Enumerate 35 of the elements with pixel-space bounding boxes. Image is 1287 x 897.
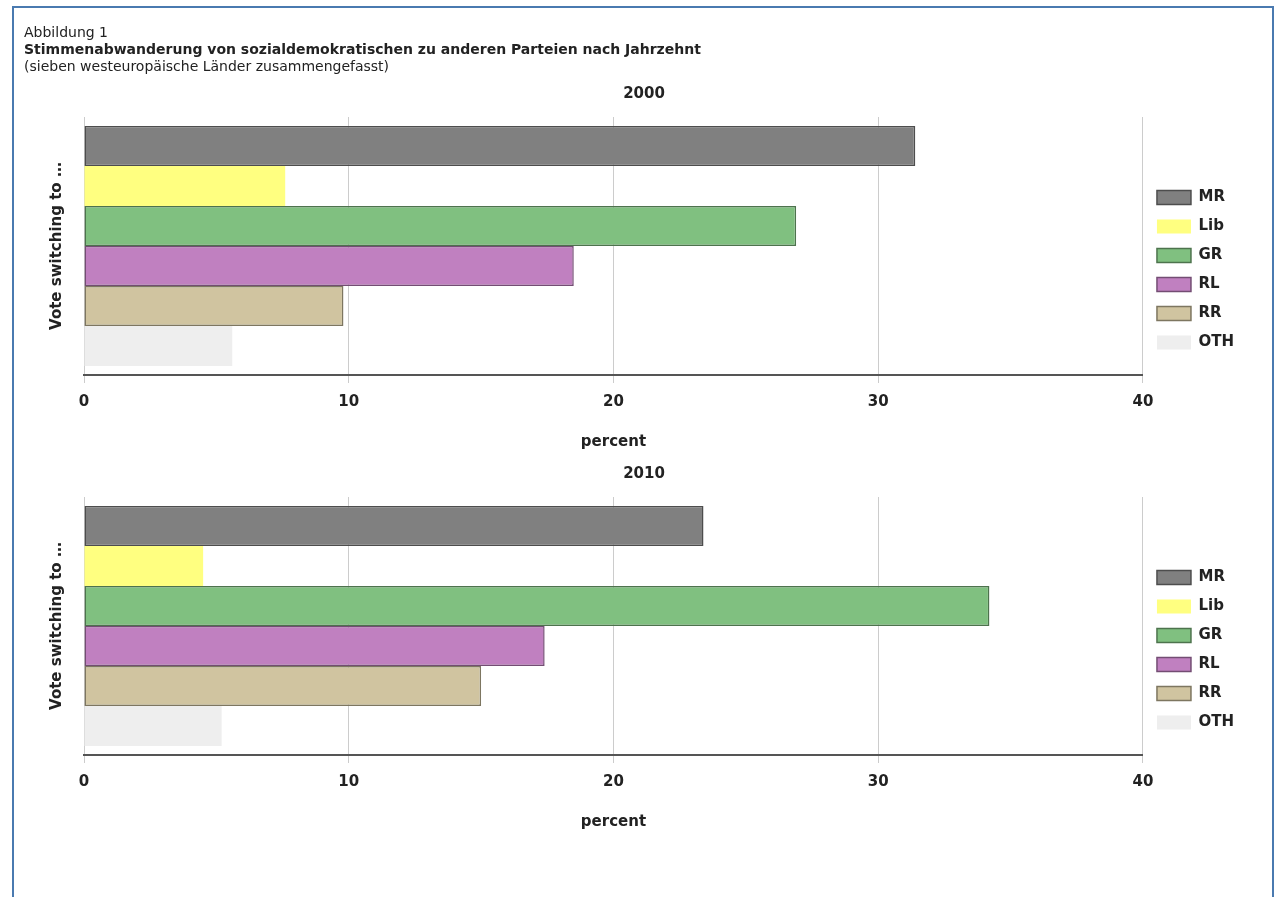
legend-label: Lib bbox=[1198, 596, 1225, 615]
text: (sieben westeuropäische Länder zusammengefasst) bbox=[24, 58, 391, 75]
x-tick-label: 10 bbox=[338, 771, 360, 790]
legend-label: RL bbox=[1198, 274, 1221, 293]
x-tick-label: 0 bbox=[78, 391, 90, 410]
legend-label: GR bbox=[1198, 245, 1223, 264]
x-tick-label: 20 bbox=[603, 391, 624, 410]
chart-title: 2010 bbox=[623, 463, 665, 482]
bar bbox=[84, 546, 204, 587]
x-tick-label: 40 bbox=[1132, 391, 1154, 410]
bar bbox=[84, 325, 233, 366]
x-tick-label: 30 bbox=[867, 391, 889, 410]
legend-label: OTH bbox=[1198, 332, 1235, 351]
y-axis-title: Vote switching to … bbox=[46, 542, 65, 710]
legend-label: RR bbox=[1198, 303, 1223, 322]
legend-label: RL bbox=[1198, 654, 1221, 673]
text: Stimmenabwanderung von sozialdemokratischen zu anderen Parteien nach Jahrzehnt bbox=[24, 41, 702, 58]
x-tick-label: 0 bbox=[78, 771, 90, 790]
x-axis-title: percent bbox=[580, 811, 647, 830]
x-tick-label: 10 bbox=[338, 391, 360, 410]
text: Abbildung 1 bbox=[24, 24, 109, 41]
x-axis-title: percent bbox=[580, 431, 647, 450]
legend-label: MR bbox=[1198, 567, 1226, 586]
legend-label: MR bbox=[1198, 187, 1226, 206]
x-tick-label: 20 bbox=[603, 771, 624, 790]
chart-title: 2000 bbox=[623, 83, 665, 102]
legend-label: Lib bbox=[1198, 216, 1225, 235]
legend-label: RR bbox=[1198, 683, 1223, 702]
bar bbox=[84, 166, 286, 207]
legend-label: GR bbox=[1198, 625, 1223, 644]
legend-label: OTH bbox=[1198, 712, 1235, 731]
y-axis-title: Vote switching to … bbox=[46, 162, 65, 330]
x-tick-label: 30 bbox=[867, 771, 889, 790]
bar bbox=[84, 705, 222, 746]
x-tick-label: 40 bbox=[1132, 771, 1154, 790]
